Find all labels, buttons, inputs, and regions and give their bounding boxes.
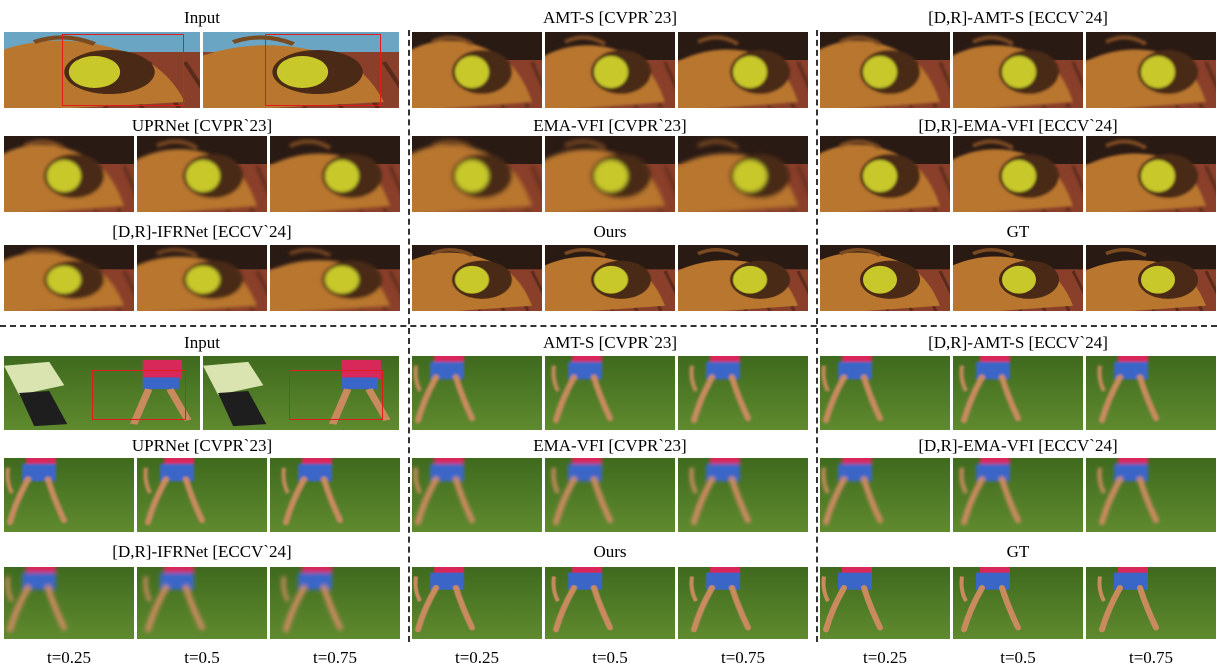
time-label: t=0.25 [46,648,92,667]
result-frame [820,32,950,108]
result-frame [4,458,134,532]
panel-title: [D,R]-AMT-S [ECCV`24] [928,333,1108,352]
input-frame [203,356,399,430]
result-frame [545,567,675,639]
panel-title: GT [1006,542,1030,561]
panel-title: GT [1006,222,1030,241]
time-label: t=0.25 [454,648,500,667]
time-label: t=0.5 [184,648,220,667]
panel-title: [D,R]-AMT-S [ECCV`24] [928,8,1108,27]
result-frame [412,136,542,212]
panel-title: AMT-S [CVPR`23] [543,333,677,352]
result-frame [953,567,1083,639]
result-frame [1086,356,1216,430]
result-frame [270,567,400,639]
time-label: t=0.75 [720,648,766,667]
result-frame [1086,32,1216,108]
panel-title: [D,R]-EMA-VFI [ECCV`24] [918,436,1118,455]
input-frame [4,32,200,108]
highlight-box [92,370,186,420]
result-frame [545,245,675,311]
result-frame [545,136,675,212]
result-frame [1086,458,1216,532]
result-frame [678,356,808,430]
result-frame [545,32,675,108]
result-frame [545,356,675,430]
result-frame [678,136,808,212]
result-frame [953,245,1083,311]
highlight-box [289,370,383,420]
time-label: t=0.5 [1000,648,1036,667]
result-frame [820,458,950,532]
result-frame [820,245,950,311]
vertical-divider [408,30,410,642]
result-frame [1086,245,1216,311]
horizontal-divider [0,325,1217,327]
panel-title: Ours [593,542,627,561]
result-frame [412,458,542,532]
time-label: t=0.75 [1128,648,1174,667]
input-frame [203,32,399,108]
result-frame [412,32,542,108]
result-frame [137,458,267,532]
panel-title: UPRNet [CVPR`23] [131,436,273,455]
result-frame [678,245,808,311]
result-frame [820,567,950,639]
result-frame [953,136,1083,212]
result-frame [137,567,267,639]
result-frame [270,245,400,311]
result-frame [678,32,808,108]
input-frame [4,356,200,430]
panel-title: UPRNet [CVPR`23] [131,116,273,135]
result-frame [953,356,1083,430]
panel-title: [D,R]-IFRNet [ECCV`24] [112,542,292,561]
highlight-box [265,34,381,106]
panel-title: Input [184,333,220,352]
result-frame [545,458,675,532]
result-frame [4,567,134,639]
vertical-divider [816,30,818,642]
time-label: t=0.75 [312,648,358,667]
result-frame [678,458,808,532]
result-frame [412,356,542,430]
result-frame [412,567,542,639]
time-label: t=0.5 [592,648,628,667]
highlight-box [62,34,184,106]
panel-title: Ours [593,222,627,241]
panel-title: Input [184,8,220,27]
result-frame [4,136,134,212]
time-label: t=0.25 [862,648,908,667]
result-frame [953,32,1083,108]
panel-title: [D,R]-IFRNet [ECCV`24] [112,222,292,241]
result-frame [4,245,134,311]
result-frame [820,136,950,212]
panel-title: AMT-S [CVPR`23] [543,8,677,27]
result-frame [270,136,400,212]
result-frame [137,245,267,311]
result-frame [412,245,542,311]
result-frame [820,356,950,430]
panel-title: [D,R]-EMA-VFI [ECCV`24] [918,116,1118,135]
result-frame [953,458,1083,532]
result-frame [137,136,267,212]
result-frame [270,458,400,532]
panel-title: EMA-VFI [CVPR`23] [533,116,687,135]
result-frame [1086,136,1216,212]
result-frame [678,567,808,639]
result-frame [1086,567,1216,639]
panel-title: EMA-VFI [CVPR`23] [533,436,687,455]
